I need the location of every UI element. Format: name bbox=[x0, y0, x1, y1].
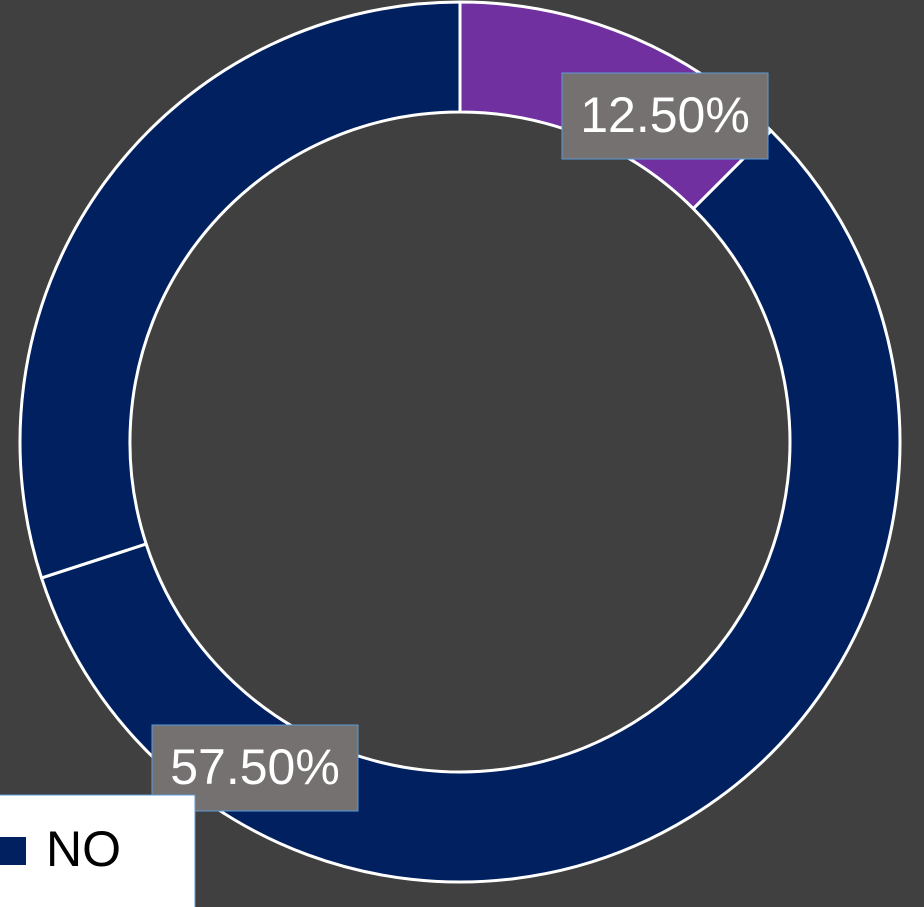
legend-swatch bbox=[0, 837, 26, 865]
donut-slice bbox=[18, 0, 462, 580]
donut-slice bbox=[40, 129, 902, 884]
data-label: 57.50% bbox=[170, 739, 340, 795]
legend-box bbox=[0, 794, 196, 907]
data-label: 12.50% bbox=[580, 87, 750, 143]
legend-label: NO bbox=[46, 821, 121, 877]
data-label-box bbox=[561, 72, 769, 160]
